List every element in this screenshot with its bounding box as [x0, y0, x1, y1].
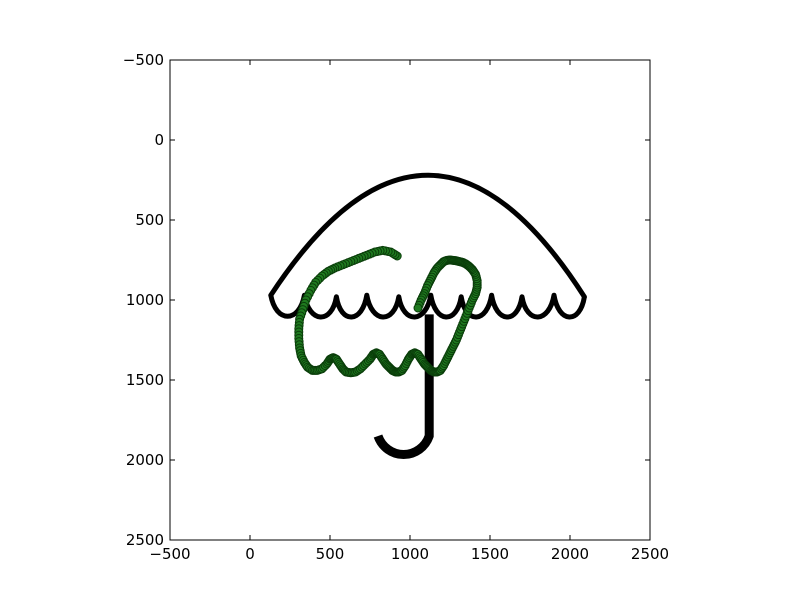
- data-point: [413, 303, 423, 313]
- y-tick-label: 500: [135, 211, 164, 229]
- y-tick-label: 2500: [126, 531, 164, 549]
- plot-area: [169, 59, 651, 541]
- y-axis: −500 0 500 1000 1500 2000 2500: [123, 51, 650, 549]
- umbrella-handle: [373, 314, 434, 460]
- y-tick-label: 0: [154, 131, 164, 149]
- axes-background: [170, 60, 650, 540]
- y-tick-label: 1500: [126, 371, 164, 389]
- umbrella-canopy-top: [268, 172, 587, 300]
- x-tick-label: 2000: [551, 545, 589, 563]
- x-tick-label: −500: [149, 545, 190, 563]
- x-axis: −500 0 500 1000 1500 2000 2500: [149, 60, 669, 563]
- x-tick-label: 1500: [471, 545, 509, 563]
- x-tick-label: 0: [245, 545, 255, 563]
- y-tick-label: 1000: [126, 291, 164, 309]
- umbrella-canopy-scallops: [268, 292, 587, 320]
- x-tick-label: 500: [316, 545, 345, 563]
- x-tick-label: 1000: [391, 545, 429, 563]
- umbrella-drawing: [268, 172, 587, 460]
- y-tick-label: −500: [123, 51, 164, 69]
- trace-series: [294, 245, 482, 378]
- y-tick-label: 2000: [126, 451, 164, 469]
- x-tick-label: 2500: [631, 545, 669, 563]
